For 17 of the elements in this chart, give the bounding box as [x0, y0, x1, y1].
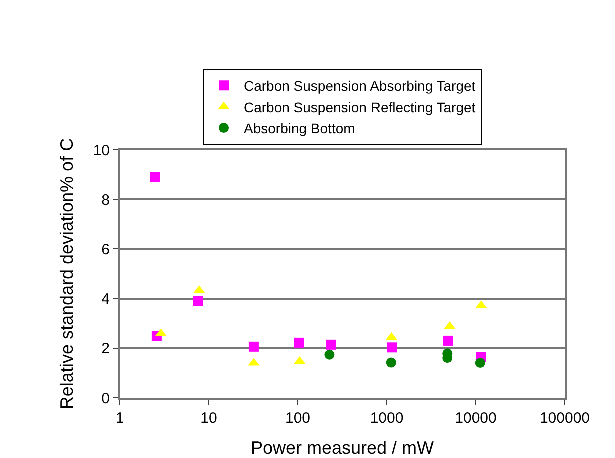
y-tick-label: 10 — [93, 142, 110, 160]
y-tick-label: 8 — [102, 192, 110, 209]
y-tick-label: 0 — [102, 390, 110, 408]
x-tick-label: 10000 — [455, 410, 497, 427]
x-axis-title: Power measured / mW — [250, 438, 434, 458]
x-tick-label: 100000 — [540, 410, 590, 427]
legend-label: Absorbing Bottom — [244, 120, 356, 136]
x-tick-label: 10 — [200, 410, 218, 427]
legend-label: Carbon Suspension Reflecting Target — [244, 99, 476, 116]
y-tick-label: 2 — [102, 340, 110, 358]
x-tick-label: 1000 — [370, 410, 404, 427]
x-tick-label: 100 — [285, 410, 311, 427]
y-axis-title: Relative standard deviation% of C — [57, 138, 77, 410]
y-tick-label: 4 — [102, 291, 110, 308]
legend-label: Carbon Suspension Absorbing Target — [244, 78, 476, 94]
y-tick-label: 6 — [102, 241, 110, 258]
x-tick-label: 1 — [116, 410, 124, 427]
